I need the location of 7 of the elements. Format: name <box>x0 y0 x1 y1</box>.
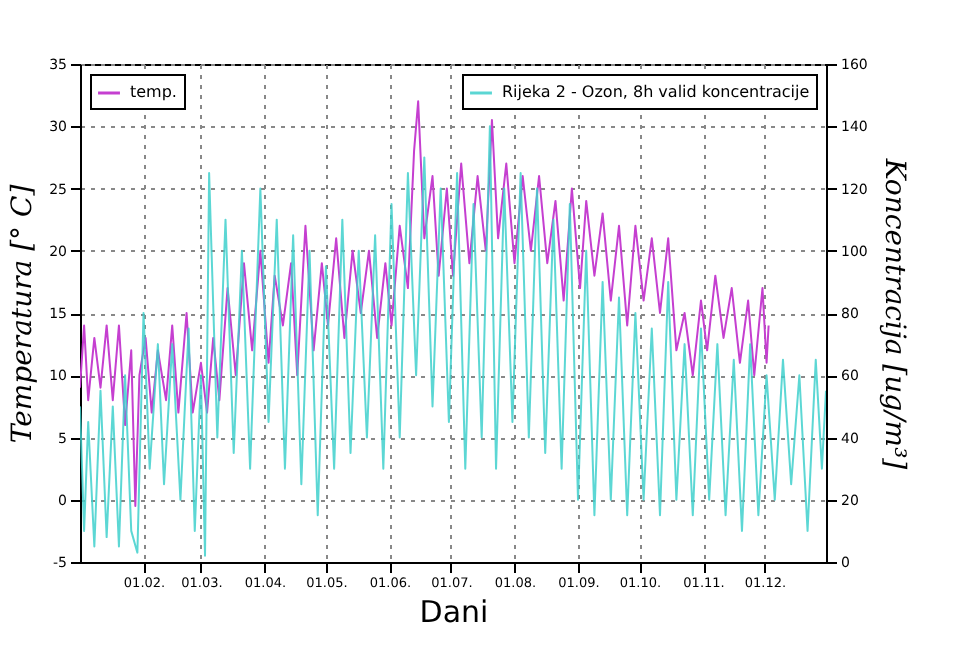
legend-label: Rijeka 2 - Ozon, 8h valid koncentracije <box>502 83 810 101</box>
line-series <box>80 125 826 557</box>
legend-label: temp. <box>130 83 177 101</box>
x-axis-title: Dani <box>419 594 489 630</box>
line-series <box>80 100 770 507</box>
y-axis-title: Temperatura [° C] <box>7 183 40 444</box>
y2-axis-title: Koncentracija [ug/m³] <box>877 156 910 471</box>
